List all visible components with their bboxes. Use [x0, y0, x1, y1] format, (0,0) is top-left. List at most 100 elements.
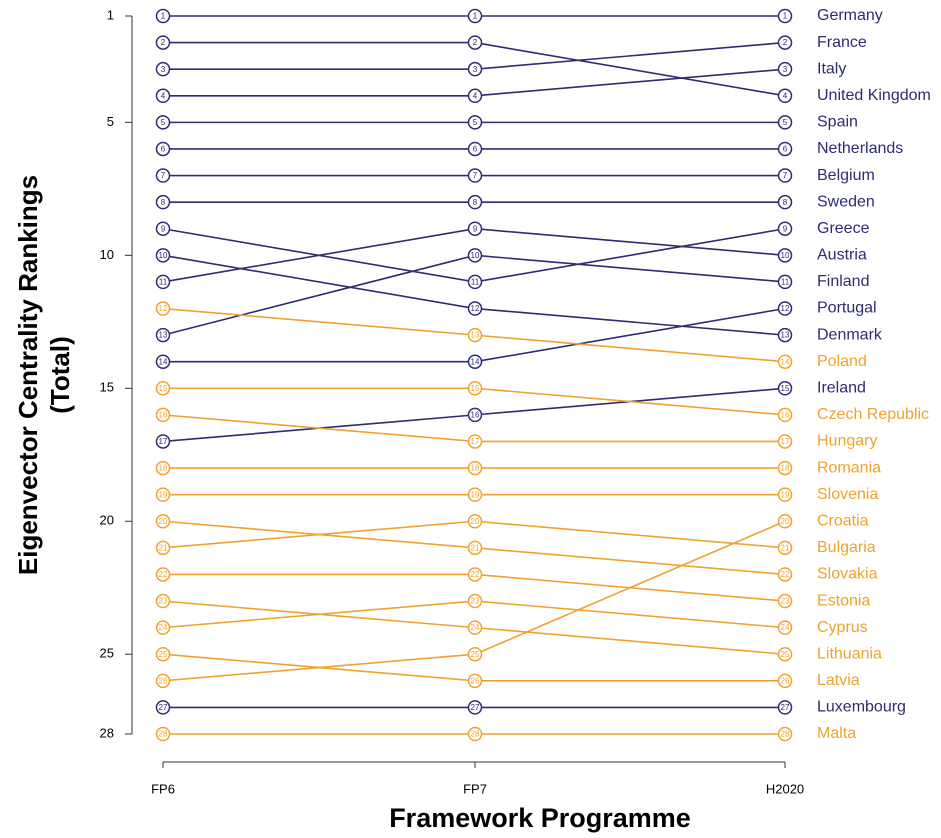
- rank-number: 26: [159, 676, 168, 685]
- legend-label: United Kingdom: [817, 87, 931, 104]
- rank-number: 11: [781, 278, 790, 287]
- y-tick-label: 10: [100, 247, 114, 262]
- rank-marker: [777, 248, 793, 263]
- rank-marker: [155, 620, 171, 635]
- rank-number: 21: [471, 543, 480, 552]
- rank-marker: [155, 487, 171, 502]
- rank-marker: [155, 700, 171, 715]
- legend-label: Malta: [817, 725, 856, 742]
- rank-number: 25: [159, 650, 168, 659]
- legend-label: Germany: [817, 7, 883, 24]
- rank-number: 2: [473, 38, 478, 47]
- rank-number: 10: [159, 251, 168, 260]
- legend-label: Denmark: [817, 326, 883, 343]
- rank-line: [162, 254, 786, 336]
- legend-label: Finland: [817, 273, 869, 290]
- rank-number: 19: [159, 490, 168, 499]
- legend-label: Belgium: [817, 167, 875, 184]
- rank-number: 10: [471, 251, 480, 260]
- rank-number: 27: [159, 703, 168, 712]
- rank-number: 27: [471, 703, 480, 712]
- rank-number: 12: [159, 304, 168, 313]
- rank-marker: [467, 567, 483, 582]
- rank-marker: [777, 540, 793, 556]
- rank-number: 28: [159, 730, 168, 739]
- rank-number: 24: [471, 623, 480, 632]
- x-tick-label: FP6: [151, 781, 175, 796]
- rank-marker: [777, 327, 793, 343]
- legend-label: Italy: [817, 60, 846, 77]
- rank-number: 4: [473, 91, 478, 100]
- rank-marker: [467, 327, 483, 343]
- rank-marker: [155, 221, 171, 236]
- rank-marker: [777, 354, 793, 369]
- rank-number: 23: [159, 597, 168, 606]
- rank-number: 1: [473, 12, 478, 21]
- rank-marker: [777, 301, 793, 316]
- rank-marker: [467, 487, 483, 502]
- rank-number: 18: [781, 464, 790, 473]
- legend-label: Czech Republic: [817, 406, 929, 423]
- rank-marker: [467, 221, 483, 236]
- rank-marker: [467, 88, 483, 104]
- rank-marker: [155, 61, 171, 77]
- rank-marker: [155, 514, 171, 529]
- rank-marker: [777, 8, 793, 24]
- legend-label: Slovenia: [817, 486, 878, 503]
- rank-number: 6: [161, 145, 166, 154]
- y-tick-label: 5: [107, 114, 114, 129]
- rank-marker: [777, 221, 793, 236]
- rank-number: 22: [781, 570, 790, 579]
- rank-marker: [777, 700, 793, 715]
- rank-marker: [155, 673, 171, 689]
- rank-number: 1: [783, 12, 788, 21]
- rank-number: 9: [161, 224, 166, 233]
- rank-number: 19: [781, 490, 790, 499]
- rank-number: 24: [781, 623, 790, 632]
- rank-number: 22: [471, 570, 480, 579]
- rank-marker: [467, 540, 483, 556]
- rank-number: 14: [471, 357, 480, 366]
- rank-number: 28: [471, 730, 480, 739]
- rank-number: 5: [473, 118, 478, 127]
- rank-number: 26: [471, 676, 480, 685]
- rank-number: 20: [471, 517, 480, 526]
- rank-number: 27: [781, 703, 790, 712]
- rank-number: 11: [471, 278, 480, 287]
- legend-label: Romania: [817, 459, 881, 476]
- rank-number: 13: [159, 331, 168, 340]
- rank-number: 13: [471, 331, 480, 340]
- rank-number: 20: [159, 517, 168, 526]
- rank-marker: [777, 620, 793, 635]
- rank-marker: [777, 460, 793, 476]
- rank-marker: [155, 115, 171, 130]
- x-tick-label: FP7: [463, 781, 487, 796]
- rank-marker: [155, 460, 171, 476]
- rank-marker: [467, 354, 483, 369]
- rank-number: 12: [471, 304, 480, 313]
- y-tick-label: 28: [100, 725, 114, 740]
- rank-number: 4: [783, 91, 788, 100]
- legend-label: Hungary: [817, 433, 877, 450]
- rank-marker: [467, 168, 483, 183]
- x-axis-title: Framework Programme: [389, 803, 691, 833]
- rank-marker: [777, 141, 793, 157]
- rank-number: 23: [781, 597, 790, 606]
- rank-marker: [467, 8, 483, 24]
- rank-marker: [467, 646, 483, 662]
- rank-marker: [777, 168, 793, 183]
- rank-marker: [155, 540, 171, 556]
- rank-number: 3: [783, 65, 788, 74]
- rank-number: 10: [781, 251, 790, 260]
- rank-marker: [777, 514, 793, 529]
- rank-marker: [467, 434, 483, 449]
- rank-marker: [777, 434, 793, 449]
- rank-marker: [155, 407, 171, 423]
- rank-marker: [777, 274, 793, 290]
- rank-number: 16: [159, 410, 168, 419]
- rank-number: 20: [781, 517, 790, 526]
- rank-marker: [155, 327, 171, 343]
- rank-number: 14: [159, 357, 168, 366]
- rank-marker: [155, 274, 171, 290]
- rank-marker: [777, 567, 793, 582]
